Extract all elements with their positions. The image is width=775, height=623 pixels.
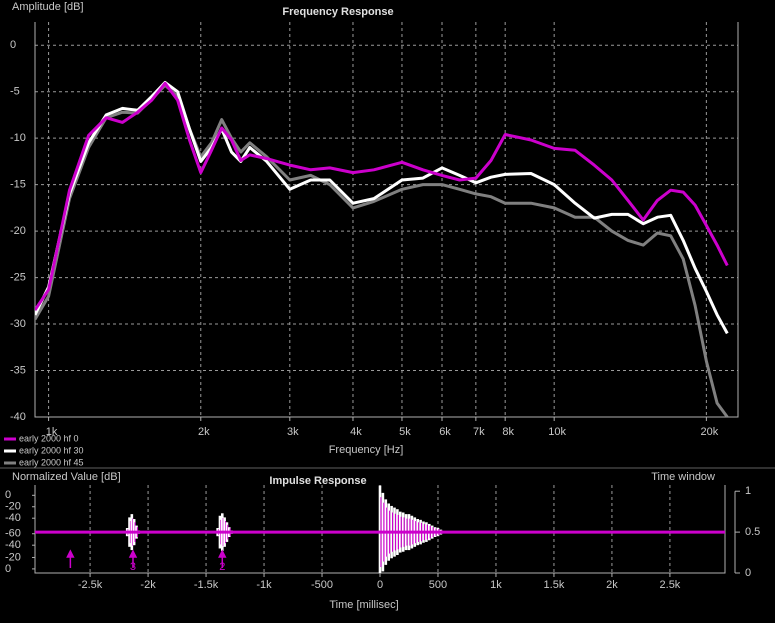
x-tick-label: 20k [700,426,718,438]
x-tick-label: 10k [548,426,566,438]
x-tick-label: -1k [256,579,272,591]
x-axis-label: Time [millisec] [329,599,398,611]
chart-title: Frequency Response [282,6,393,18]
y-tick-label: 0 [5,489,11,501]
y2-tick-label: 0 [745,567,751,579]
legend-label: early 2000 hf 45 [19,457,84,467]
y2-tick-label: 1 [745,485,751,497]
y-tick-label: -40 [5,539,21,551]
x-tick-label: 2k [198,426,210,438]
y-tick-label: -15 [10,179,26,191]
x-axis-label: Frequency [Hz] [329,444,404,456]
x-tick-label: -2.5k [78,579,103,591]
x-tick-label: 3k [287,426,299,438]
y-tick-label: -40 [5,512,21,524]
marker-arrow [128,549,138,568]
legend-label: early 2000 hf 0 [19,433,79,443]
x-tick-label: 2k [606,579,618,591]
x-tick-label: 0 [377,579,383,591]
x-tick-label: 500 [429,579,447,591]
marker-arrow [218,549,227,568]
x-tick-label: 4k [350,426,362,438]
y-tick-label: -35 [10,364,26,376]
x-tick-label: 2.5k [660,579,681,591]
y-tick-label: -60 [5,528,21,540]
y-tick-label: -30 [10,318,26,330]
series-line [35,83,729,417]
plot-area [35,80,729,417]
y-tick-label: -5 [10,86,20,98]
y-tick-label: -40 [10,411,26,423]
marker-label: 2 [219,561,225,573]
x-tick-label: -500 [311,579,333,591]
chart-title: Impulse Response [269,475,366,487]
y-tick-label: -25 [10,271,26,283]
x-tick-label: 1.5k [544,579,565,591]
series-line [35,80,729,335]
y-tick-label: 0 [10,39,16,51]
y-tick-label: 0 [5,563,11,575]
y2-axis-label: Time window [651,471,715,483]
x-tick-label: -2k [140,579,156,591]
x-tick-label: 5k [399,426,411,438]
axis-frame [34,22,739,418]
y-tick-label: -10 [10,132,26,144]
x-tick-label: 7k [473,426,485,438]
x-tick-label: 1k [46,426,58,438]
legend-label: early 2000 hf 30 [19,445,84,455]
y2-tick-label: 0.5 [745,526,760,538]
y-axis-label: Normalized Value [dB] [12,471,121,483]
y-tick-label: -20 [10,225,26,237]
x-tick-label: 1k [490,579,502,591]
y-axis-label: Amplitude [dB] [12,1,84,13]
marker-label: 3 [130,561,136,573]
marker-arrow [66,549,75,568]
x-tick-label: 8k [502,426,514,438]
series-line [35,81,729,311]
y-tick-label: -20 [5,501,21,513]
x-tick-label: -1.5k [194,579,219,591]
x-tick-label: 6k [439,426,451,438]
y-tick-label: -20 [5,551,21,563]
